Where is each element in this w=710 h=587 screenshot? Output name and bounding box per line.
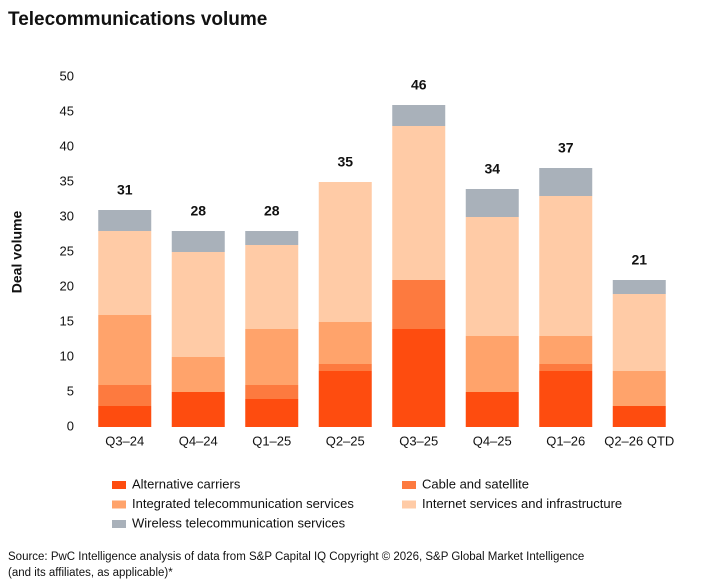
- legend-label: Wireless telecommunication services: [132, 515, 346, 530]
- bar-segment: [539, 168, 593, 196]
- bar-segment: [465, 217, 519, 336]
- bar-segment: [318, 182, 372, 322]
- total-label: 37: [558, 140, 574, 156]
- total-label: 35: [337, 154, 353, 170]
- bar-segment: [539, 336, 593, 364]
- legend-label: Alternative carriers: [132, 476, 241, 491]
- y-tick-label: 25: [60, 243, 74, 258]
- bar-segment: [318, 371, 372, 427]
- total-label: 31: [117, 182, 133, 198]
- y-tick-label: 0: [67, 418, 74, 433]
- bar-segment: [465, 189, 519, 217]
- x-tick-label: Q2–25: [326, 433, 365, 448]
- source-note: Source: PwC Intelligence analysis of dat…: [8, 551, 584, 563]
- source-note: (and its affiliates, as applicable)*: [8, 567, 173, 579]
- y-tick-label: 45: [60, 103, 74, 118]
- x-tick-label: Q3–25: [399, 433, 438, 448]
- bar-segment: [392, 126, 446, 280]
- legend-label: Integrated telecommunication services: [132, 496, 354, 511]
- chart-title: Telecommunications volume: [8, 9, 267, 30]
- y-tick-label: 50: [60, 68, 74, 83]
- bar-segment: [465, 336, 519, 392]
- bar-segment: [245, 329, 299, 385]
- y-tick-label: 15: [60, 313, 74, 328]
- x-tick-label: Q2–26 QTD: [604, 433, 674, 448]
- legend-swatch: [402, 481, 416, 489]
- y-tick-label: 20: [60, 278, 74, 293]
- x-tick-label: Q4–25: [473, 433, 512, 448]
- y-tick-label: 30: [60, 208, 74, 223]
- bar-segment: [98, 385, 152, 406]
- bar-segment: [612, 294, 666, 371]
- bar-segment: [98, 231, 152, 315]
- bar-segment: [171, 231, 225, 252]
- bar-segment: [245, 231, 299, 245]
- bar-segment: [245, 245, 299, 329]
- x-tick-label: Q4–24: [179, 433, 218, 448]
- y-tick-label: 5: [67, 383, 74, 398]
- x-tick-label: Q1–25: [252, 433, 291, 448]
- bar-segment: [392, 105, 446, 126]
- bar-segment: [98, 210, 152, 231]
- y-tick-label: 10: [60, 348, 74, 363]
- bar-segment: [539, 196, 593, 336]
- y-tick-label: 35: [60, 173, 74, 188]
- bar-segment: [392, 329, 446, 427]
- bar-segment: [171, 357, 225, 392]
- bar-segment: [539, 364, 593, 371]
- bar-segment: [318, 322, 372, 364]
- x-tick-label: Q1–26: [546, 433, 585, 448]
- bar-segment: [392, 280, 446, 329]
- legend-swatch: [402, 500, 416, 509]
- bar-segment: [612, 371, 666, 406]
- bar-segment: [245, 399, 299, 427]
- bar-segment: [465, 392, 519, 427]
- y-axis-label: Deal volume: [9, 211, 25, 294]
- x-tick-label: Q3–24: [105, 433, 144, 448]
- bar-segment: [318, 364, 372, 371]
- total-label: 28: [190, 203, 206, 219]
- bar-segment: [98, 406, 152, 427]
- bar-segment: [98, 315, 152, 385]
- total-label: 34: [484, 161, 500, 177]
- bar-segment: [539, 371, 593, 427]
- bar-segment: [245, 385, 299, 399]
- legend-swatch: [112, 481, 126, 489]
- legend-swatch: [112, 500, 126, 509]
- total-label: 28: [264, 203, 280, 219]
- total-label: 21: [631, 252, 647, 268]
- bar-segment: [612, 280, 666, 294]
- bar-segment: [171, 392, 225, 427]
- legend-label: Internet services and infrastructure: [422, 496, 622, 511]
- bar-segment: [171, 252, 225, 357]
- bar-segment: [612, 406, 666, 427]
- legend-swatch: [112, 520, 126, 528]
- y-tick-label: 40: [60, 138, 74, 153]
- legend-label: Cable and satellite: [422, 476, 529, 491]
- total-label: 46: [411, 77, 427, 93]
